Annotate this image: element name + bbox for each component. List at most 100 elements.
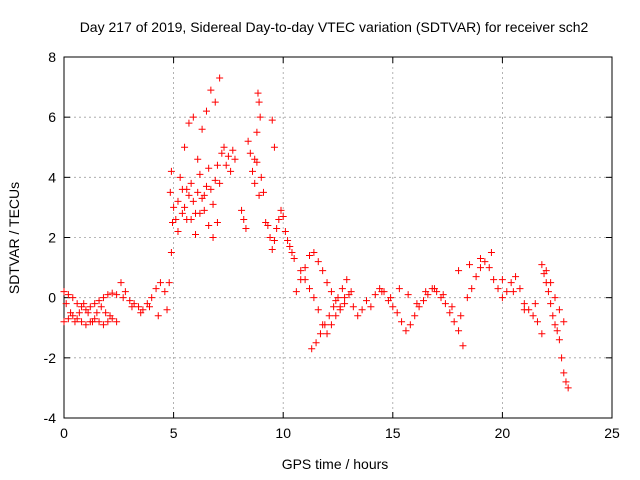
data-point [455,327,463,335]
data-point [362,297,370,305]
data-point [268,116,276,124]
data-point [347,288,355,296]
data-point [349,303,357,311]
x-tick-label: 0 [60,425,68,441]
data-point [354,312,362,320]
data-point [485,264,493,272]
axis-ticks: 0 5 10 15 20 25 -4 -2 0 2 4 6 8 [44,49,620,441]
data-point [472,273,480,281]
data-point [64,291,72,299]
data-point [288,249,296,257]
data-point [126,297,134,305]
data-point [216,74,224,82]
data-point [211,176,219,184]
data-point [270,237,278,245]
data-point [231,155,239,163]
data-point [187,179,195,187]
data-point [249,167,257,175]
y-tick-label: 8 [48,49,56,65]
data-point [257,173,265,181]
data-point [80,300,88,308]
data-point [254,89,262,97]
data-point [494,285,502,293]
data-point [371,291,379,299]
data-point [216,179,224,187]
grid [64,57,612,418]
data-point [209,200,217,208]
data-point [99,321,107,329]
data-point [327,321,335,329]
data-point [251,155,259,163]
data-point [152,285,160,293]
data-point [86,303,94,311]
data-point [187,215,195,223]
data-point [255,191,263,199]
data-point [389,303,397,311]
data-point [224,152,232,160]
data-point [253,128,261,136]
data-point [481,258,489,266]
data-point [202,182,210,190]
data-point [185,119,193,127]
x-tick-label: 5 [170,425,178,441]
data-point [564,384,572,392]
data-point [91,300,99,308]
data-point [169,218,177,226]
data-point [273,224,281,232]
data-point [297,267,305,275]
data-point [166,188,174,196]
data-point [457,312,465,320]
data-point [148,294,156,302]
data-point [240,215,248,223]
data-point [102,309,110,317]
data-point [88,318,96,326]
x-tick-label: 20 [495,425,511,441]
data-point [279,212,287,220]
data-point [334,294,342,302]
data-point [448,303,456,311]
data-point [178,209,186,217]
data-point [284,237,292,245]
data-point [330,303,338,311]
data-point [93,309,101,317]
data-point [95,318,103,326]
data-point [71,318,79,326]
data-point [104,291,112,299]
data-point [275,215,283,223]
data-point [135,303,143,311]
data-point [553,327,561,335]
data-point [555,336,563,344]
y-tick-label: 0 [48,290,56,306]
data-point [555,306,563,314]
data-point [343,276,351,284]
data-point [395,285,403,293]
data-point [551,294,559,302]
data-point [246,149,254,157]
data-point [137,309,145,317]
data-point [476,264,484,272]
data-point [97,303,105,311]
data-point [113,291,121,299]
data-point [196,209,204,217]
data-point [95,297,103,305]
data-point [167,249,175,257]
data-point [487,249,495,257]
data-point [441,300,449,308]
data-point [422,288,430,296]
data-point [266,234,274,241]
data-point [558,354,566,362]
data-point [430,285,438,293]
data-point [156,279,164,287]
data-point [264,221,272,229]
data-point [316,330,324,338]
data-point [277,206,285,214]
data-point [560,369,568,377]
data-point [62,300,70,308]
data-point [314,306,322,314]
data-point [181,143,189,151]
data-point [490,276,498,284]
data-point [211,98,219,106]
data-point [209,234,217,241]
data-point [341,300,349,308]
data-point [185,191,193,199]
